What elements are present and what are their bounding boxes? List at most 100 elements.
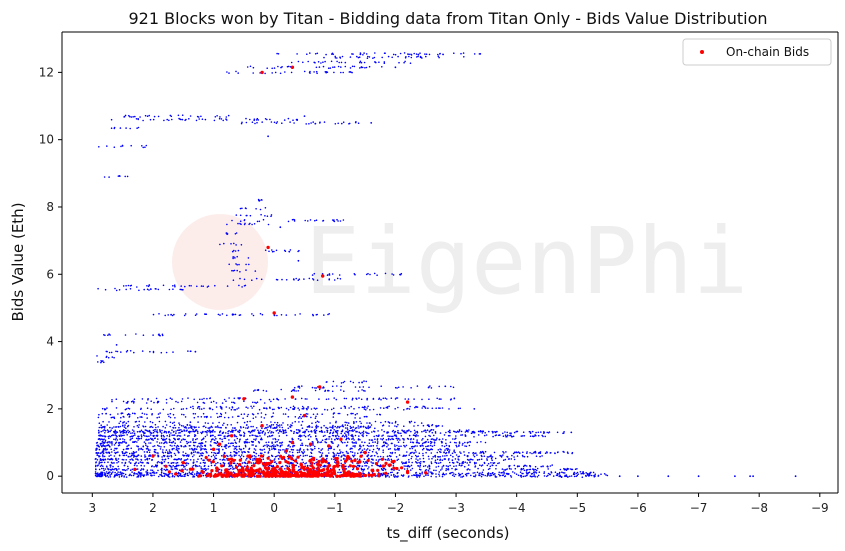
- bid-point: [318, 398, 320, 400]
- bid-point: [548, 431, 551, 433]
- bid-point: [458, 444, 460, 447]
- bid-point: [157, 460, 159, 463]
- bid-point: [425, 445, 427, 448]
- bid-point: [411, 474, 413, 477]
- bid-point: [558, 471, 561, 474]
- bid-point: [354, 386, 357, 388]
- bid-point: [267, 451, 270, 453]
- bid-point: [410, 446, 413, 448]
- bid-point: [381, 474, 384, 477]
- bid-point: [152, 118, 155, 121]
- bid-point: [256, 220, 259, 223]
- bid-point: [158, 420, 161, 423]
- bid-point: [167, 461, 170, 464]
- bid-point: [335, 431, 338, 434]
- bid-point: [151, 421, 154, 424]
- bid-point: [285, 314, 288, 316]
- bid-point: [108, 176, 110, 178]
- bid-point: [484, 432, 487, 434]
- bid-point: [267, 431, 270, 434]
- bid-point: [181, 464, 183, 467]
- bid-point: [517, 474, 520, 477]
- bid-point: [452, 455, 454, 458]
- bid-point: [505, 451, 507, 453]
- bid-point: [211, 434, 214, 437]
- bid-point: [415, 471, 418, 474]
- bid-point: [289, 446, 292, 448]
- bid-point: [340, 432, 343, 435]
- bid-point: [335, 420, 337, 423]
- bid-point: [236, 269, 238, 272]
- bid-point: [438, 398, 441, 400]
- bid-point: [139, 416, 141, 418]
- bid-point: [115, 432, 117, 435]
- bid-point: [110, 458, 112, 461]
- bid-point: [170, 408, 172, 411]
- bid-point: [198, 465, 201, 467]
- bid-point: [333, 66, 336, 68]
- bid-point: [313, 71, 315, 73]
- bid-band: [232, 255, 250, 260]
- bid-point: [111, 462, 113, 464]
- bid-point: [138, 437, 141, 440]
- bid-point: [157, 455, 159, 458]
- bid-point: [186, 462, 188, 464]
- bid-point: [413, 474, 416, 477]
- bid-point: [318, 388, 321, 391]
- bid-point: [167, 475, 170, 478]
- bid-point: [145, 429, 147, 432]
- bid-point: [280, 388, 283, 391]
- bid-point: [135, 118, 138, 120]
- bid-point: [433, 438, 435, 441]
- bid-point: [461, 462, 463, 465]
- bid-point: [121, 412, 124, 415]
- bid-point: [400, 435, 403, 437]
- bid-point: [97, 475, 99, 478]
- bid-point: [130, 432, 132, 435]
- bid-point: [111, 356, 114, 358]
- bid-point: [122, 438, 124, 440]
- bid-point: [539, 451, 542, 453]
- bid-point: [314, 431, 317, 433]
- bid-point: [274, 427, 277, 429]
- bid-point: [187, 441, 190, 444]
- bid-point: [97, 444, 99, 447]
- bid-point: [154, 288, 157, 290]
- bid-point: [174, 442, 176, 445]
- bid-point: [163, 473, 166, 475]
- bid-point: [435, 476, 437, 478]
- bid-point: [437, 55, 440, 57]
- bid-point: [234, 434, 236, 437]
- bid-point: [290, 61, 293, 64]
- bid-point: [102, 360, 104, 362]
- bid-point: [233, 450, 235, 453]
- bid-point: [235, 244, 237, 246]
- bid-point: [531, 430, 534, 433]
- bid-point: [114, 451, 116, 454]
- bid-point: [146, 471, 148, 473]
- bid-point: [461, 472, 464, 475]
- bid-point: [269, 430, 271, 432]
- bid-point: [474, 472, 476, 474]
- bid-point: [431, 445, 434, 448]
- bid-point: [358, 56, 361, 58]
- bid-point: [177, 429, 179, 432]
- bid-point: [510, 476, 513, 478]
- bid-point: [258, 199, 260, 202]
- bid-point: [169, 450, 171, 453]
- bid-point: [281, 444, 283, 446]
- bid-point: [188, 471, 191, 474]
- bid-point: [520, 435, 523, 437]
- bid-point: [526, 452, 528, 455]
- bid-point: [127, 447, 130, 450]
- bid-point: [186, 472, 189, 475]
- bid-point: [458, 459, 460, 461]
- bid-point: [417, 53, 420, 56]
- bid-point: [469, 440, 471, 443]
- bid-point: [139, 461, 142, 463]
- bid-point: [102, 467, 105, 470]
- bid-point: [606, 474, 609, 477]
- bid-point: [141, 448, 144, 451]
- bid-point: [422, 457, 425, 460]
- bid-point: [202, 425, 205, 428]
